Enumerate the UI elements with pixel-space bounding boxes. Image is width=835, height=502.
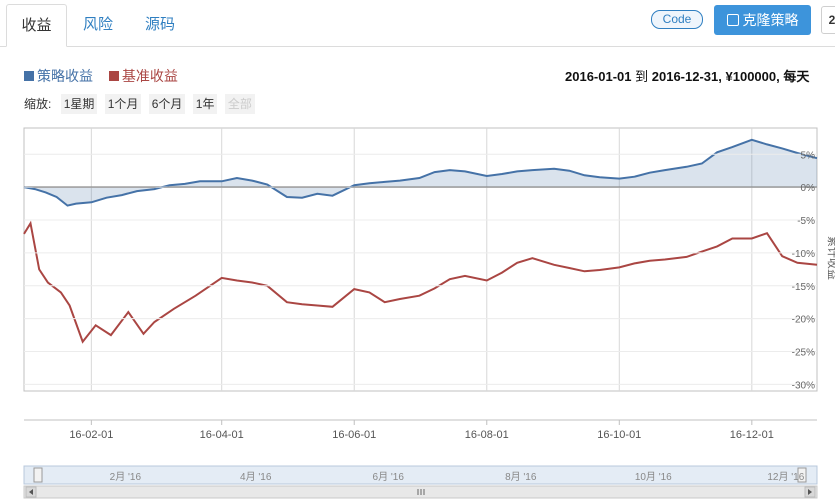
y-tick-label: -10%	[792, 249, 815, 260]
copy-icon	[726, 14, 739, 26]
capital-value: ¥100000	[725, 69, 777, 84]
start-date: 2016-01-01	[565, 69, 632, 84]
backtest-info: 2016-01-01 到 2016-12-31, ¥100000, 每天	[565, 69, 810, 84]
code-button[interactable]: Code	[651, 10, 703, 29]
legend-label-benchmark: 基准收益	[121, 68, 178, 84]
navigator-label: 12月 '16	[767, 471, 804, 483]
y-tick-label: -20%	[792, 315, 815, 326]
zoom-1month-button[interactable]: 1个月	[104, 94, 142, 114]
benchmark-series-line	[23, 220, 818, 344]
end-date: 2016-12-31	[651, 69, 719, 84]
scrollbar-grip-icon	[417, 489, 425, 495]
zoom-all-button[interactable]: 全部	[224, 94, 255, 114]
navigator-label: 4月 '16	[240, 471, 272, 483]
y-tick-label: 5%	[801, 150, 816, 161]
tab-returns[interactable]: 收益	[6, 4, 67, 47]
navigator-label: 2月 '16	[110, 471, 142, 483]
x-tick-label: 16-08-01	[465, 429, 509, 441]
scroll-left-icon	[29, 489, 33, 495]
date-separator: 到	[635, 69, 649, 84]
frequency-value: 每天	[783, 69, 810, 84]
x-tick-label: 16-10-01	[597, 429, 641, 441]
zoom-1year-button[interactable]: 1年	[192, 94, 218, 114]
strategy-series-line	[23, 138, 818, 207]
edge-badge[interactable]: 2	[821, 6, 835, 34]
x-tick-label: 16-04-01	[200, 429, 244, 441]
navigator-label: 10月 '16	[635, 471, 672, 483]
navigator-window[interactable]	[23, 465, 818, 485]
y-tick-label: -5%	[797, 216, 815, 227]
legend-item-strategy[interactable]: 策略收益	[24, 66, 93, 86]
legend-swatch-strategy	[24, 71, 34, 81]
navigator-right-handle[interactable]	[797, 467, 807, 483]
y-axis-label: 累计收益	[826, 236, 835, 280]
scroll-right-icon	[808, 489, 812, 495]
legend-swatch-benchmark	[108, 71, 119, 81]
tab-bar: 收益 风险 源码 Code 克隆策略 2	[0, 0, 835, 47]
legend-label-strategy: 策略收益	[37, 68, 93, 84]
y-tick-label: -25%	[792, 348, 815, 359]
chart-legend: 策略收益 基准收益	[24, 66, 190, 86]
tab-risk[interactable]: 风险	[82, 16, 113, 33]
navigator-left-handle[interactable]	[33, 467, 43, 483]
strategy-area	[24, 139, 817, 206]
zoom-6month-button[interactable]: 6个月	[148, 94, 186, 114]
y-tick-label: -15%	[792, 282, 815, 293]
plot-area-border	[23, 127, 818, 392]
zoom-bar: 缩放: 1星期 1个月 6个月 1年 全部	[24, 94, 259, 114]
x-tick-label: 16-12-01	[730, 429, 774, 441]
x-tick-label: 16-02-01	[69, 429, 113, 441]
legend-item-benchmark[interactable]: 基准收益	[108, 66, 178, 86]
y-tick-label: -30%	[792, 380, 815, 391]
navigator-label: 6月 '16	[373, 471, 405, 483]
clone-strategy-button[interactable]: 克隆策略	[714, 5, 811, 35]
navigator-label: 8月 '16	[505, 471, 537, 483]
y-tick-label: 0%	[801, 183, 816, 194]
zoom-1week-button[interactable]: 1星期	[60, 94, 98, 114]
x-tick-label: 16-06-01	[332, 429, 376, 441]
zoom-label: 缩放:	[24, 97, 52, 111]
clone-strategy-label: 克隆策略	[742, 12, 799, 28]
tab-source[interactable]: 源码	[144, 16, 175, 33]
